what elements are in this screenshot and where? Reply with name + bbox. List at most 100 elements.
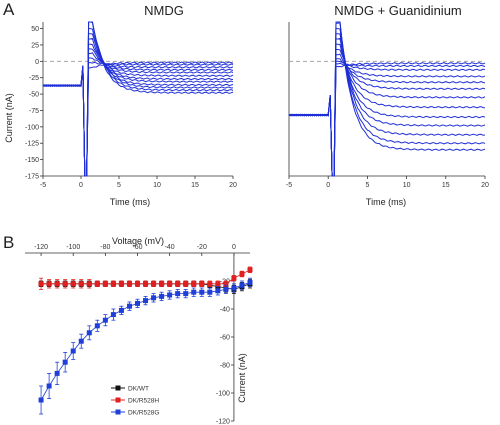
- legend-item-wt: DK/WT: [111, 385, 149, 393]
- chart1-x-tick-label: 15: [442, 182, 450, 189]
- chart1-trace: [288, 33, 486, 177]
- chart2-x-tick-label: -100: [66, 244, 80, 251]
- chart2-y-tick-label: -100: [216, 391, 230, 398]
- chart2-point: [70, 281, 76, 287]
- chart0-x-tick-label: 10: [153, 182, 161, 189]
- chart0-x-tick-label: 5: [117, 182, 121, 189]
- chart0-x-tick-label: 20: [229, 182, 237, 189]
- chart-nmdg-ylabel: Current (nA): [4, 93, 14, 143]
- chart2-point: [167, 281, 173, 287]
- chart2-point: [215, 281, 221, 287]
- chart2-point: [175, 281, 181, 287]
- chart-iv-plot: -120-100-80-60-40-200-20-40-60-80-100-12…: [25, 244, 253, 425]
- chart0-y-tick-label: 50: [31, 26, 39, 33]
- chart2-point: [191, 281, 197, 287]
- chart0-y-tick-label: -150: [25, 157, 39, 164]
- chart1-trace: [288, 21, 486, 177]
- chart0-trace: [42, 21, 234, 177]
- legend-wt-label: DK/WT: [128, 386, 149, 393]
- chart0-x-tick-label: 0: [79, 182, 83, 189]
- chart2-point: [54, 281, 60, 287]
- chart2-point: [231, 275, 237, 281]
- chart2-point: [151, 295, 157, 301]
- chart0-y-tick-label: 25: [31, 42, 39, 49]
- chart0-trace: [42, 33, 234, 177]
- chart2-point: [135, 281, 140, 287]
- chart0-trace: [42, 21, 234, 177]
- legend-wt-marker: [115, 385, 121, 391]
- chart2-point: [86, 330, 92, 336]
- chart2-point: [78, 281, 84, 287]
- chart1-x-tick-label: 0: [326, 182, 330, 189]
- chart2-x-tick-label: -60: [132, 244, 142, 251]
- chart1-trace: [288, 62, 486, 177]
- chart2-y-tick-label: -60: [220, 335, 230, 342]
- legend-r528h-marker: [115, 397, 121, 403]
- chart0-y-tick-label: -75: [29, 108, 39, 115]
- chart2-point: [199, 281, 205, 287]
- chart0-y-tick-label: 0: [35, 59, 39, 66]
- chart1-x-tick-label: -5: [286, 182, 292, 189]
- chart2-point: [239, 271, 245, 277]
- chart2-point: [199, 289, 205, 295]
- chart2-point: [231, 285, 237, 291]
- chart2-point: [207, 289, 213, 295]
- chart-nmdg: NMDG Time (ms) Current (nA) -5 0 5 10 15 2050…: [4, 3, 237, 207]
- chart2-point: [102, 317, 108, 323]
- chart-iv-ylabel: Current (nA): [237, 353, 247, 403]
- chart2-y-tick-label: -80: [220, 363, 230, 370]
- chart2-point: [215, 288, 221, 294]
- chart0-y-tick-label: -25: [29, 75, 39, 82]
- chart2-point: [62, 281, 68, 287]
- chart2-point: [143, 298, 149, 304]
- chart-guanidinium-title: NMDG + Guanidinium: [334, 3, 462, 18]
- chart2-y-tick-label: -40: [220, 307, 230, 314]
- chart0-trace: [42, 21, 234, 177]
- chart2-point: [78, 338, 84, 344]
- chart2-point: [247, 279, 253, 285]
- chart2-point: [191, 289, 197, 295]
- chart2-point: [135, 300, 140, 306]
- legend-item-r528g: DK/R528G: [111, 409, 159, 417]
- chart0-trace: [42, 37, 234, 177]
- chart2-point: [46, 383, 52, 389]
- chart2-point: [159, 293, 165, 299]
- chart2-point: [38, 281, 44, 287]
- chart2-x-tick-label: -40: [165, 244, 175, 251]
- chart2-point: [207, 281, 213, 287]
- chart2-x-tick-label: -80: [100, 244, 110, 251]
- chart2-point: [223, 286, 229, 292]
- chart1-trace: [288, 21, 486, 177]
- chart1-x-tick-label: 20: [481, 182, 489, 189]
- chart2-point: [118, 281, 124, 287]
- chart2-point: [239, 282, 245, 288]
- chart2-y-tick-label: -120: [216, 419, 230, 425]
- chart1-trace: [288, 58, 486, 177]
- chart0-x-tick-label: -5: [40, 182, 46, 189]
- chart2-point: [151, 281, 157, 287]
- chart2-point: [102, 281, 108, 287]
- chart2-x-tick-label: -120: [34, 244, 48, 251]
- legend-item-r528h: DK/R528H: [111, 397, 159, 405]
- chart0-trace: [42, 28, 234, 177]
- legend: DK/WT DK/R528H DK/R528G: [111, 385, 159, 417]
- chart2-point: [183, 291, 189, 297]
- chart2-point: [70, 348, 76, 354]
- chart-iv: Voltage (mV) Current (nA) -120 -100 -80 -60…: [25, 236, 253, 425]
- panel-b-letter: B: [3, 233, 14, 252]
- chart2-point: [110, 281, 116, 287]
- chart2-point: [126, 281, 132, 287]
- chart2-point: [183, 281, 189, 287]
- chart-guanidinium: NMDG + Guanidinium Time (ms) -5 0 5 10 15 20: [286, 3, 489, 207]
- chart2-x-tick-label: 0: [232, 244, 236, 251]
- chart0-y-tick-label: -100: [25, 124, 39, 131]
- chart1-trace: [288, 22, 486, 177]
- chart2-point: [223, 281, 229, 287]
- chart1-trace: [288, 28, 486, 177]
- chart2-point: [46, 281, 52, 287]
- chart-guanidinium-plot: -5 0 5 10 15 20: [286, 21, 489, 189]
- chart2-point: [126, 303, 132, 309]
- chart0-trace: [42, 52, 234, 177]
- chart2-point: [110, 312, 116, 318]
